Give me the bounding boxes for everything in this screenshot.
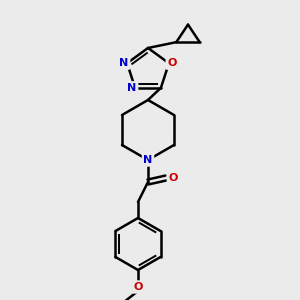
Text: N: N: [128, 83, 137, 93]
Text: O: O: [133, 282, 143, 292]
Text: O: O: [168, 173, 178, 183]
Text: N: N: [119, 58, 129, 68]
Text: N: N: [143, 155, 153, 165]
Text: O: O: [167, 58, 177, 68]
